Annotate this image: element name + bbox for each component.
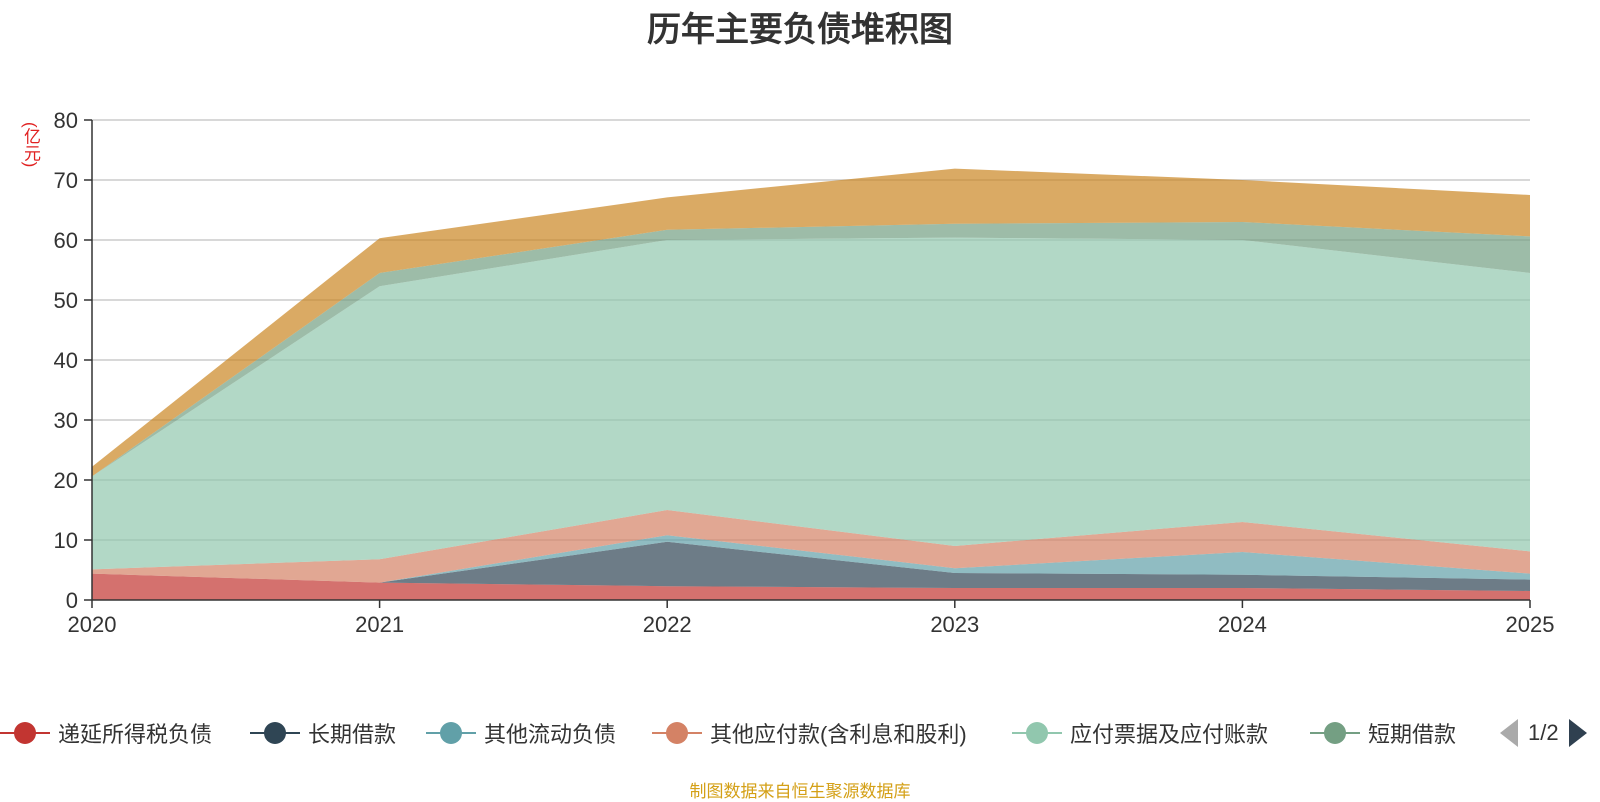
legend-marker-icon — [652, 718, 702, 748]
x-tick-label: 2025 — [1506, 612, 1555, 637]
legend-prev-page-icon[interactable] — [1500, 719, 1518, 747]
x-tick-label: 2023 — [930, 612, 979, 637]
legend-item[interactable]: 其他流动负债 — [426, 718, 616, 748]
legend-label: 递延所得税负债 — [58, 722, 213, 747]
legend-label: 其他应付款(含利息和股利) — [710, 722, 967, 747]
y-tick-label: 40 — [54, 348, 78, 373]
x-tick-label: 2021 — [355, 612, 404, 637]
axes: 0 10 20 30 40 50 60 70 80 2020 2021 2022 2023 2024 202… — [54, 108, 1555, 637]
legend-marker-icon — [0, 718, 50, 748]
legend-label: 短期借款 — [1368, 722, 1457, 747]
legend-item[interactable]: 长期借款 — [250, 718, 396, 748]
area-series-3[interactable] — [92, 510, 1530, 583]
area-series-0[interactable] — [92, 573, 1530, 600]
chart-title: 历年主要负债堆积图 — [647, 11, 953, 49]
legend-item[interactable]: 递延所得税负债 — [0, 718, 212, 748]
data-source-note: 制图数据来自恒生聚源数据库 — [689, 782, 911, 801]
legend-page-indicator: 1/2 — [1528, 720, 1559, 745]
area-series-layer — [92, 168, 1530, 600]
y-tick-label: 10 — [54, 528, 78, 553]
legend-label: 应付票据及应付账款 — [1070, 722, 1269, 747]
legend-marker-icon — [426, 718, 476, 748]
y-tick-label: 70 — [54, 168, 78, 193]
y-tick-label: 20 — [54, 468, 78, 493]
x-tick-label: 2020 — [68, 612, 117, 637]
legend-marker-icon — [1012, 718, 1062, 748]
y-tick-label: 60 — [54, 228, 78, 253]
area-series-2[interactable] — [92, 535, 1530, 583]
legend-label: 长期借款 — [308, 722, 397, 747]
area-series-5[interactable] — [92, 222, 1530, 477]
area-series-6[interactable] — [92, 168, 1530, 477]
x-tick-label: 2024 — [1218, 612, 1267, 637]
area-series-1[interactable] — [92, 541, 1530, 591]
legend-item[interactable]: 其他应付款(含利息和股利) — [652, 718, 967, 748]
legend-item[interactable]: 短期借款 — [1310, 718, 1456, 748]
area-series-4[interactable] — [92, 237, 1530, 570]
legend-label: 其他流动负债 — [484, 722, 617, 747]
x-tick-label: 2022 — [643, 612, 692, 637]
y-tick-label: 0 — [66, 588, 78, 613]
legend-pager: 1/2 — [1500, 718, 1587, 748]
y-tick-label: 50 — [54, 288, 78, 313]
legend-marker-icon — [250, 718, 300, 748]
y-tick-label: 30 — [54, 408, 78, 433]
y-axis-unit-label: (亿元) — [21, 122, 40, 168]
legend-item[interactable]: 应付票据及应付账款 — [1012, 718, 1268, 748]
legend-marker-icon — [1310, 718, 1360, 748]
y-tick-label: 80 — [54, 108, 78, 133]
legend-next-page-icon[interactable] — [1568, 719, 1587, 747]
